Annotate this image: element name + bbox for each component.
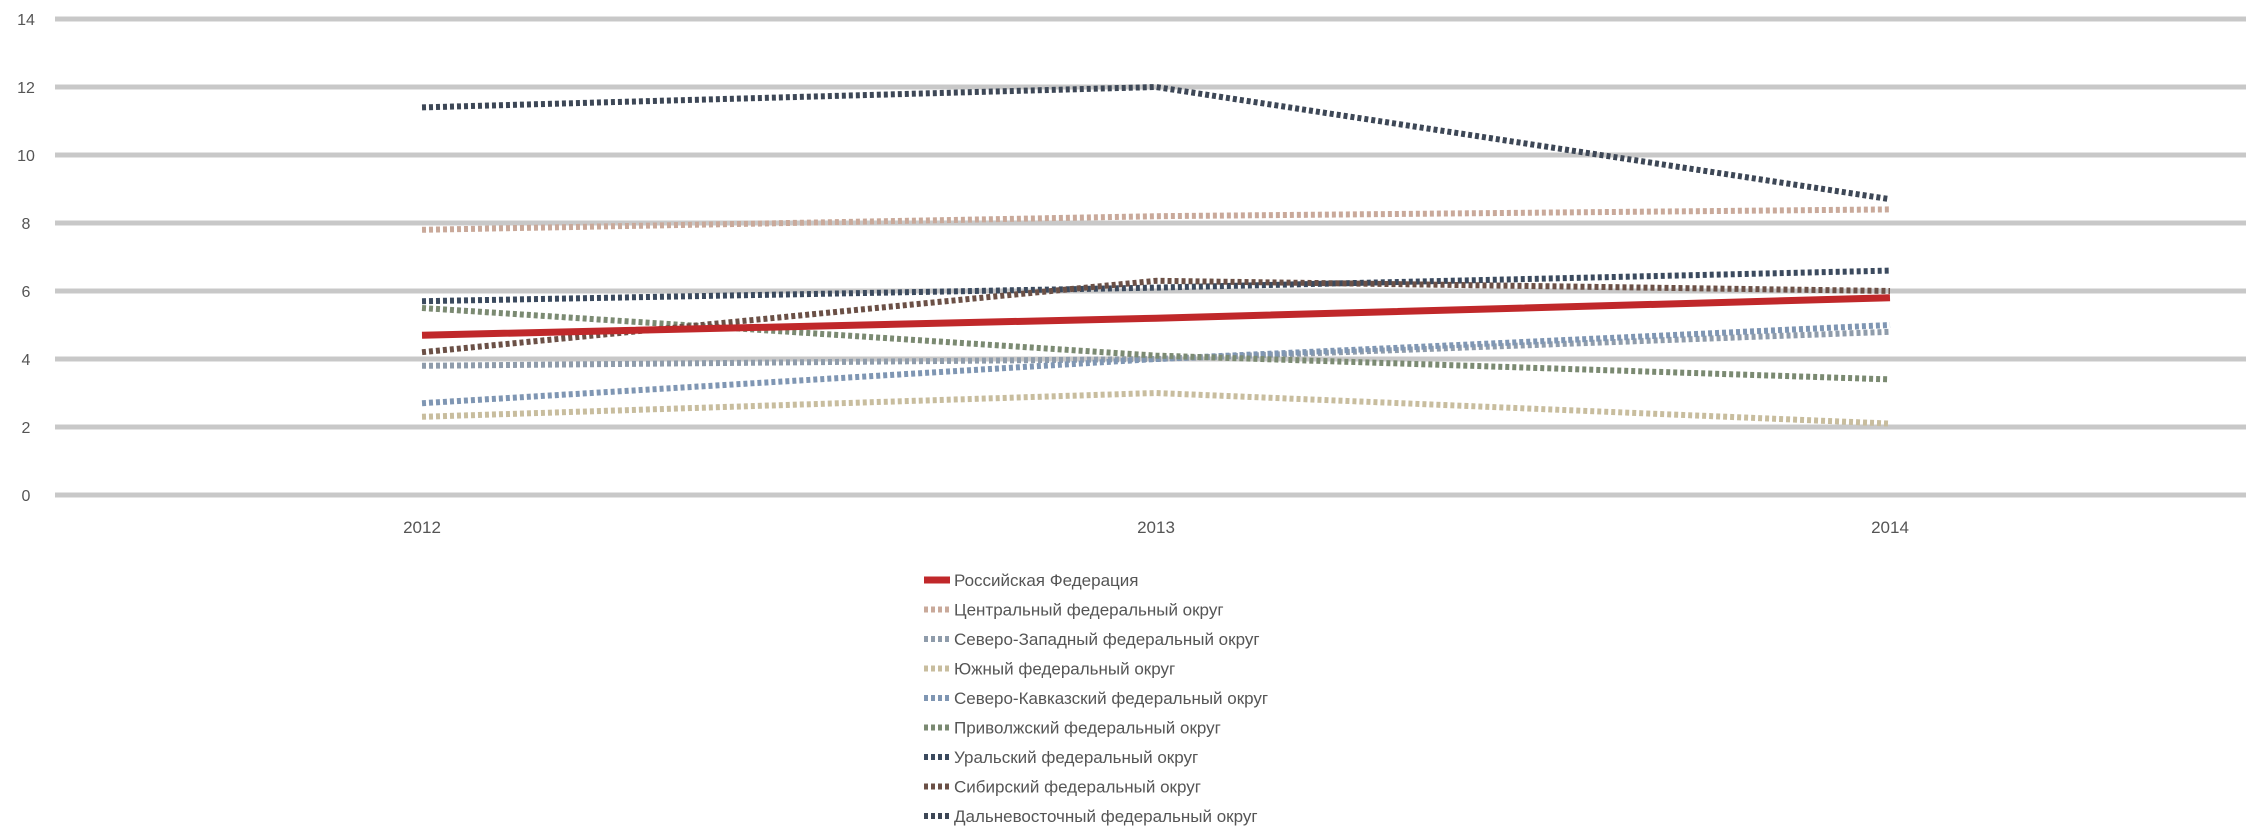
legend-item: Центральный федеральный округ	[924, 601, 1224, 620]
y-tick-label: 8	[22, 216, 31, 233]
x-tick-label: 2012	[403, 518, 441, 537]
legend-item: Уральский федеральный округ	[924, 748, 1198, 767]
legend-label: Сибирский федеральный округ	[954, 778, 1201, 797]
y-tick-label: 14	[17, 12, 35, 29]
series-line	[421, 390, 1891, 427]
legend-label: Центральный федеральный округ	[954, 601, 1224, 620]
legend-item: Дальневосточный федеральный округ	[924, 807, 1258, 826]
x-axis-ticks: 2012 2013 2014	[403, 518, 1909, 537]
legend-item: Сибирский федеральный округ	[924, 778, 1201, 797]
y-tick-label: 2	[22, 420, 31, 437]
series-line	[421, 294, 1891, 339]
y-tick-label: 4	[22, 352, 31, 369]
legend-label: Северо-Западный федеральный округ	[954, 630, 1260, 649]
series-line	[421, 206, 1891, 233]
legend: Российская Федерация Центральный федераль…	[924, 571, 1268, 826]
y-tick-label: 6	[22, 284, 31, 301]
gridlines	[55, 16, 2246, 498]
legend-label: Приволжский федеральный округ	[954, 719, 1221, 738]
legend-label: Южный федеральный округ	[954, 660, 1175, 679]
y-tick-label: 0	[22, 488, 31, 505]
legend-item: Российская Федерация	[924, 571, 1138, 590]
legend-label: Дальневосточный федеральный округ	[954, 807, 1258, 826]
legend-item: Южный федеральный округ	[924, 660, 1175, 679]
x-tick-label: 2014	[1871, 518, 1909, 537]
series-line	[421, 267, 1891, 305]
series-line	[421, 84, 1891, 203]
y-tick-label: 10	[17, 148, 35, 165]
legend-item: Северо-Кавказский федеральный округ	[924, 689, 1268, 708]
y-axis-ticks: 0 2 4 6 8 10 12 14	[17, 12, 35, 505]
y-tick-label: 12	[17, 80, 35, 97]
series-line	[421, 305, 1891, 383]
series-lines	[421, 84, 1891, 427]
x-tick-label: 2013	[1137, 518, 1175, 537]
legend-label: Северо-Кавказский федеральный округ	[954, 689, 1268, 708]
legend-label: Уральский федеральный округ	[954, 748, 1198, 767]
legend-item: Северо-Западный федеральный округ	[924, 630, 1260, 649]
series-line	[421, 322, 1891, 407]
legend-label: Российская Федерация	[954, 571, 1138, 590]
legend-item: Приволжский федеральный округ	[924, 719, 1221, 738]
